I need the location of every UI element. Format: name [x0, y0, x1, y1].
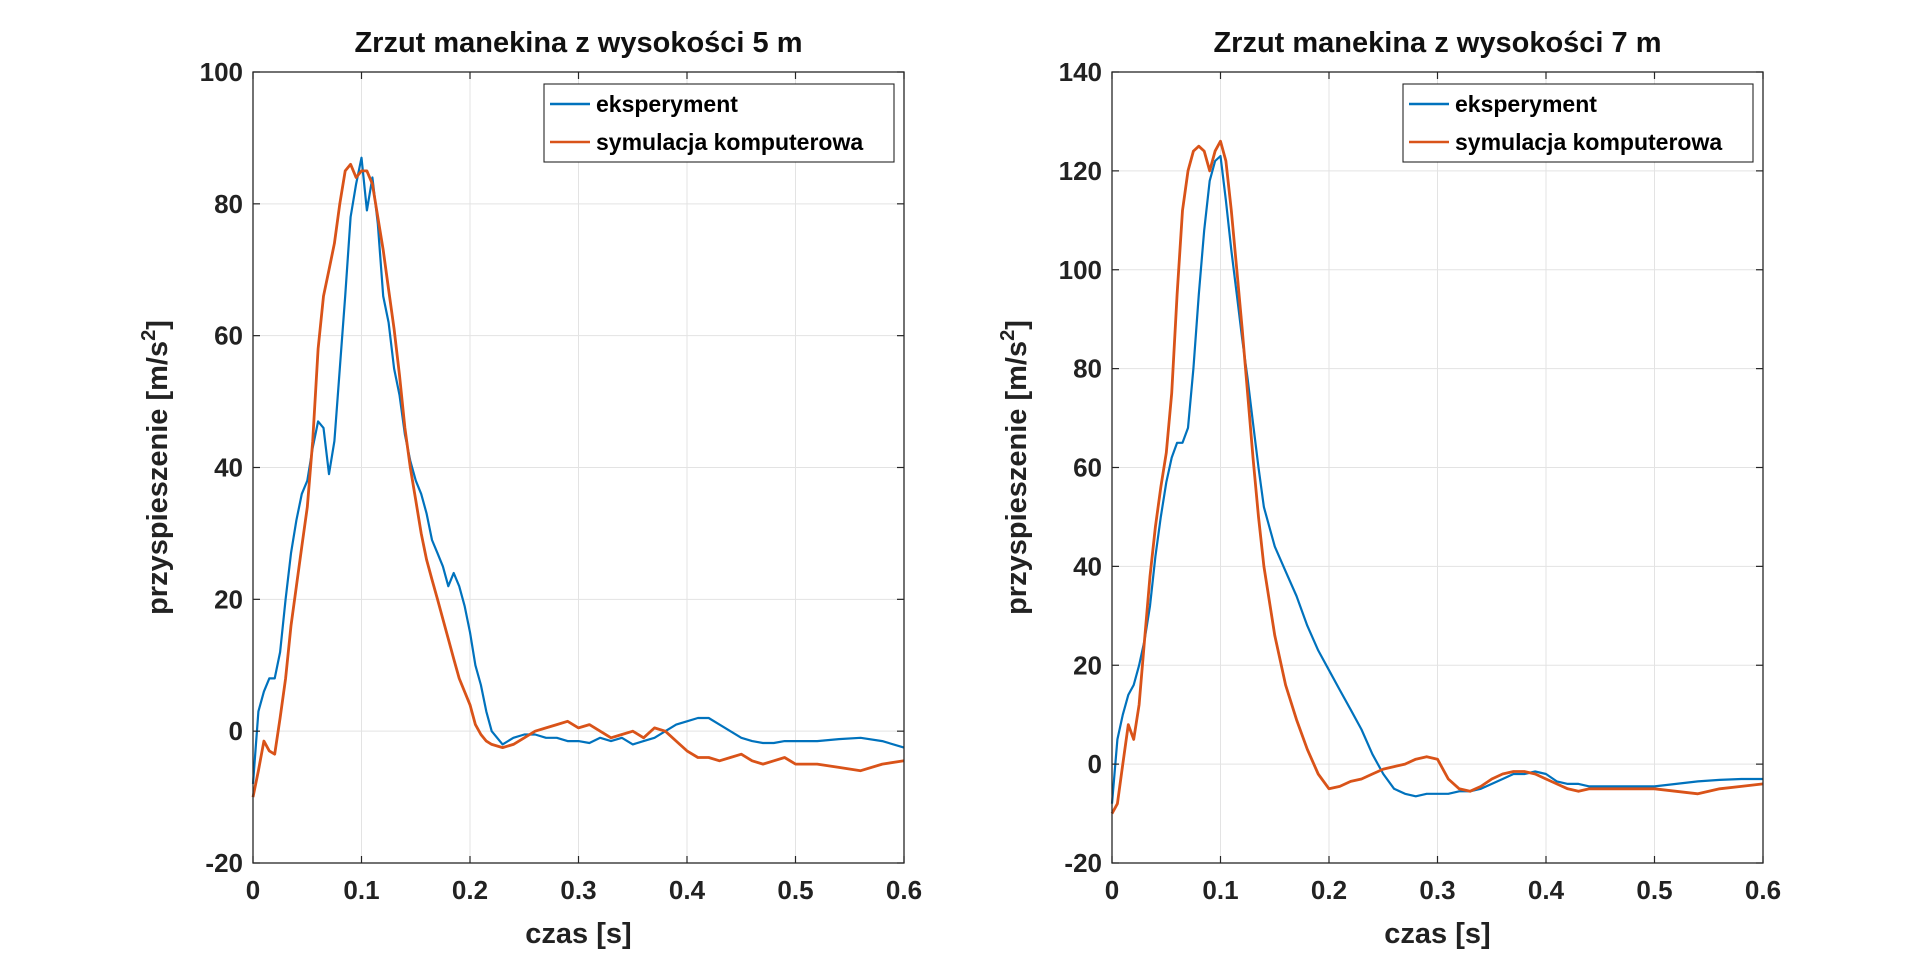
- x-tick-label: 0.1: [343, 875, 379, 905]
- y-tick-label: 0: [1088, 749, 1102, 779]
- chart-2: 0 0.1 0.2 0.3 0.4 0.5 0.6-20020406080100120140…: [997, 27, 1781, 950]
- y-tick-label: 100: [1059, 255, 1102, 285]
- x-tick-label: 0.3: [560, 875, 596, 905]
- x-tick-label: 0.6: [886, 875, 922, 905]
- x-tick-label: 0.2: [1311, 875, 1347, 905]
- y-tick-label: 100: [200, 57, 243, 87]
- x-tick-label: 0: [246, 875, 260, 905]
- y-axis-label-superscript: 2: [138, 330, 160, 341]
- legend-label-experiment: eksperyment: [596, 91, 738, 117]
- y-tick-label: -20: [1064, 848, 1102, 878]
- y-tick-label: 20: [214, 584, 243, 614]
- legend-box: [1402, 83, 1754, 163]
- y-tick-label: -20: [205, 848, 243, 878]
- series-line-simulation: [1110, 139, 1764, 815]
- chart-title: Zrzut manekina z wysokości 7 m: [1213, 27, 1661, 59]
- x-axis-label: czas [s]: [525, 918, 631, 950]
- y-axis-label-superscript: 2: [997, 330, 1019, 341]
- legend: eksperyment symulacja komputerowa: [1402, 83, 1754, 163]
- y-tick-label: 40: [1073, 551, 1102, 581]
- x-tick-label: 0.1: [1202, 875, 1238, 905]
- x-tick-label: 0.3: [1419, 875, 1455, 905]
- chart-title: Zrzut manekina z wysokości 5 m: [354, 27, 802, 59]
- x-tick-label: 0.4: [1528, 875, 1565, 905]
- series-line-experiment: [1110, 154, 1763, 804]
- y-tick-label: 60: [1073, 453, 1102, 483]
- y-tick-label: 80: [1073, 354, 1102, 384]
- series-line-experiment: [251, 156, 905, 784]
- legend-box: [543, 83, 895, 163]
- y-tick-label: 60: [214, 321, 243, 351]
- x-axis-label: czas [s]: [1384, 918, 1490, 950]
- y-axis-label-text: przyspieszenie [m/s: [142, 341, 174, 615]
- y-tick-label: 40: [214, 453, 243, 483]
- y-axis-label-text: przyspieszenie [m/s: [1001, 341, 1033, 615]
- legend-label-simulation: symulacja komputerowa: [1455, 129, 1722, 155]
- y-tick-label: 140: [1059, 57, 1102, 87]
- x-tick-label: 0.4: [669, 875, 706, 905]
- x-tick-label: 0.5: [1636, 875, 1672, 905]
- y-tick-label: 20: [1073, 650, 1102, 680]
- y-tick-label: 120: [1059, 156, 1102, 186]
- legend: eksperyment symulacja komputerowa: [543, 83, 895, 163]
- y-tick-label: 80: [214, 189, 243, 219]
- x-tick-label: 0.2: [452, 875, 488, 905]
- legend-label-simulation: symulacja komputerowa: [596, 129, 863, 155]
- y-axis-label-bracket: ]: [142, 320, 174, 330]
- y-axis-label-bracket: ]: [1001, 320, 1033, 330]
- y-tick-label: 0: [229, 716, 243, 746]
- x-tick-label: 0.5: [777, 875, 813, 905]
- chart-1: 0 0.1 0.2 0.3 0.4 0.5 0.6-20020406080100Zrzut …: [138, 27, 922, 950]
- x-tick-label: 0.6: [1745, 875, 1781, 905]
- legend-label-experiment: eksperyment: [1455, 91, 1597, 117]
- y-axis-label: przyspieszenie [m/s2]: [997, 320, 1033, 615]
- series-line-simulation: [251, 162, 905, 798]
- x-tick-label: 0: [1105, 875, 1119, 905]
- y-axis-label: przyspieszenie [m/s2]: [138, 320, 174, 615]
